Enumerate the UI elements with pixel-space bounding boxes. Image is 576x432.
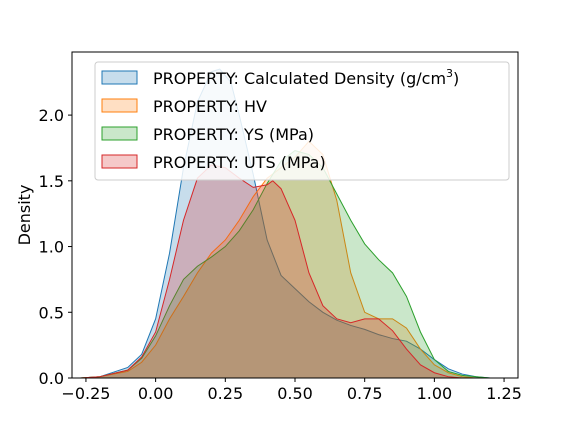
legend-label: PROPERTY: HV <box>153 97 267 116</box>
legend-swatch <box>101 98 138 113</box>
legend-label: PROPERTY: UTS (MPa) <box>153 153 326 172</box>
y-tick-label: 1.0 <box>39 238 64 257</box>
legend-swatch <box>101 126 138 141</box>
x-tick-label: 0.25 <box>208 384 244 403</box>
legend-label: PROPERTY: Calculated Density (g/cm3) <box>153 67 459 88</box>
x-tick-label: 0.00 <box>138 384 174 403</box>
series-area-2 <box>80 150 505 378</box>
x-tick-label: 1.00 <box>417 384 453 403</box>
x-tick-label: 0.75 <box>347 384 383 403</box>
series-layer <box>80 68 505 379</box>
x-tick-label: 1.25 <box>486 384 522 403</box>
y-axis-label: Density <box>15 185 34 246</box>
y-tick-label: 0.0 <box>39 369 64 388</box>
series-area-1 <box>80 141 505 378</box>
legend-label: PROPERTY: YS (MPa) <box>153 125 314 144</box>
y-axis: 0.0 0.5 1.0 1.5 2.0 <box>39 106 72 388</box>
y-tick-label: 0.5 <box>39 303 64 322</box>
series-area-0 <box>80 69 505 378</box>
x-tick-label: −0.25 <box>61 384 110 403</box>
legend-swatch <box>101 154 138 169</box>
x-axis: −0.25 0.00 0.25 0.50 0.75 1.00 1.25 <box>61 378 522 403</box>
y-tick-label: 1.5 <box>39 172 64 191</box>
y-tick-label: 2.0 <box>39 106 64 125</box>
legend: PROPERTY: Calculated Density (g/cm3) PROP… <box>94 61 510 181</box>
x-tick-label: 0.50 <box>277 384 313 403</box>
series-line-3 <box>80 164 505 379</box>
legend-swatch <box>101 70 138 85</box>
legend-box <box>94 61 510 181</box>
series-area-3 <box>80 165 505 378</box>
